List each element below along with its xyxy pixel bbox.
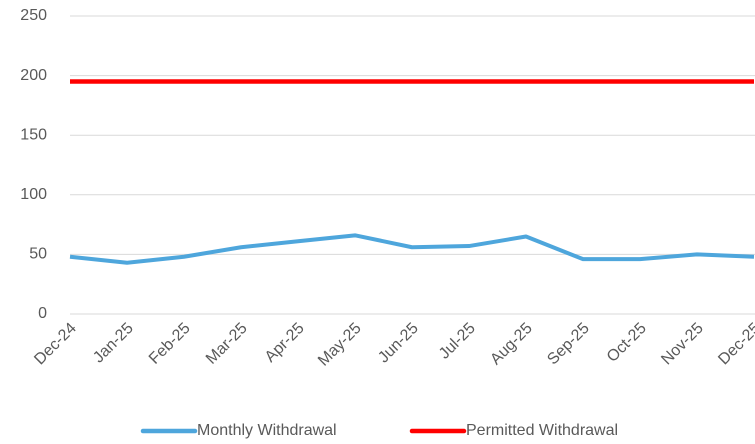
y-tick-label: 250 <box>20 7 47 24</box>
series-line <box>69 233 755 265</box>
x-tick-label: Dec-25 <box>715 320 755 369</box>
y-tick-label: 100 <box>20 186 47 203</box>
x-tick-label: Nov-25 <box>658 320 707 369</box>
x-tick-label: Jun-25 <box>375 320 422 367</box>
x-tick-label: Jul-25 <box>436 320 479 363</box>
x-tick-label: Aug-25 <box>487 320 536 369</box>
x-tick-label: Dec-24 <box>31 320 80 369</box>
x-tick-label: Apr-25 <box>262 320 308 366</box>
y-tick-label: 200 <box>20 67 47 84</box>
y-tick-label: 0 <box>38 305 47 322</box>
x-tick-label: May-25 <box>315 320 365 370</box>
y-tick-label: 50 <box>29 246 47 263</box>
x-tick-label: Mar-25 <box>203 320 251 368</box>
x-tick-label: Oct-25 <box>604 320 650 366</box>
x-tick-label: Jan-25 <box>90 320 137 367</box>
y-tick-label: 150 <box>20 126 47 143</box>
x-tick-label: Feb-25 <box>146 320 194 368</box>
x-tick-label: Sep-25 <box>544 320 593 369</box>
legend-label: Permitted Withdrawal <box>466 422 618 439</box>
legend-label: Monthly Withdrawal <box>197 422 337 439</box>
